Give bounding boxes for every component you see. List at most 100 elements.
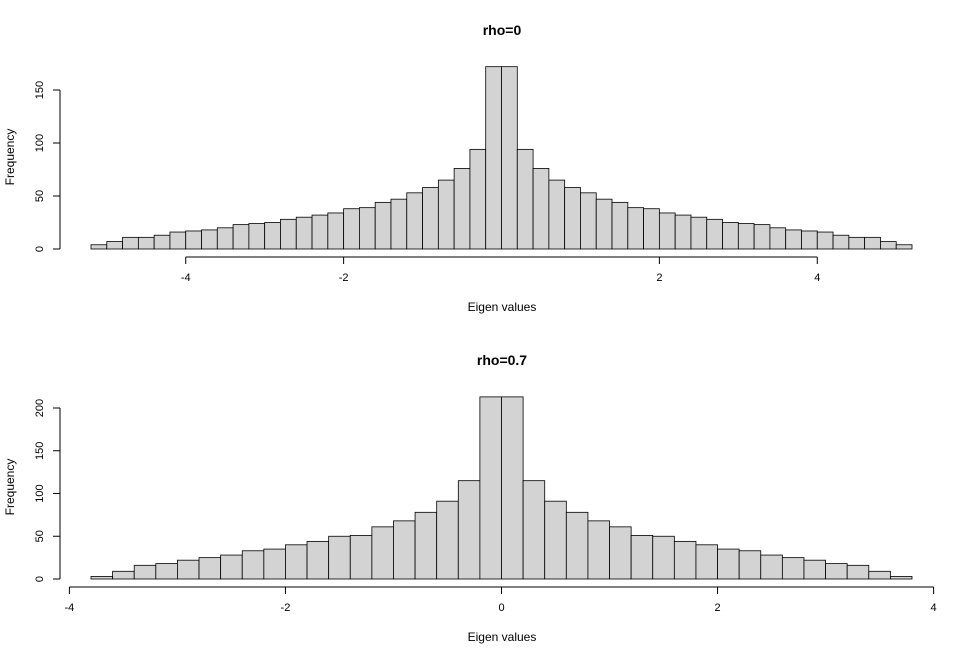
histogram-bar (112, 570, 135, 580)
histogram-bar (803, 559, 826, 580)
y-tick-label: 0 (34, 246, 46, 252)
histogram-bar (393, 520, 416, 580)
histogram-bar (311, 214, 329, 250)
histogram-bar (241, 550, 265, 580)
histogram-bar (895, 244, 913, 250)
histogram-bar (198, 557, 222, 580)
histogram-bar (185, 230, 202, 250)
x-tick-label: -2 (281, 602, 291, 614)
histogram-bar (630, 534, 654, 580)
y-tick-label: 150 (34, 81, 46, 99)
histogram-bar (753, 224, 771, 250)
histogram-bar (453, 168, 471, 250)
histogram-bar (295, 216, 313, 250)
histogram-bar (846, 564, 870, 580)
histogram-bar (90, 244, 108, 250)
histogram-bar (327, 212, 345, 250)
histogram-bar (343, 208, 360, 250)
histogram-bar (717, 548, 740, 580)
y-axis-label: Frequency (3, 129, 17, 186)
histogram-bar (133, 564, 157, 580)
histogram-bar (548, 179, 566, 250)
histogram-bar (611, 201, 629, 250)
x-axis: -4 -2 0 2 4 (65, 586, 937, 614)
histogram-bar (580, 192, 597, 250)
histogram-bar (122, 236, 139, 250)
histogram-bar (816, 231, 834, 250)
histogram-bar (264, 222, 281, 250)
histogram-bar (652, 535, 675, 580)
x-axis-label: Eigen values (468, 630, 537, 644)
histogram-bar (737, 223, 755, 250)
histogram-bar (658, 212, 676, 250)
histogram-bar (889, 576, 913, 580)
y-axis: 0 50 100 150 (34, 81, 61, 252)
histogram-bar (169, 231, 187, 250)
histogram-bar (695, 544, 718, 580)
histogram-bar (501, 396, 524, 580)
chart-title: rho=0.7 (477, 352, 527, 368)
x-tick-label: 2 (714, 602, 720, 614)
histogram-bar (358, 207, 376, 250)
histogram-bar (374, 201, 392, 250)
histogram-bar (769, 227, 787, 250)
histogram-bar (422, 187, 439, 250)
y-tick-label: 50 (34, 530, 46, 542)
x-axis-label: Eigen values (468, 300, 537, 314)
y-tick-label: 150 (34, 442, 46, 460)
histogram-bar (544, 500, 567, 580)
bars (90, 396, 913, 580)
histogram-bar (785, 229, 802, 250)
histogram-bar (848, 236, 866, 250)
y-tick-label: 100 (34, 484, 46, 502)
histogram-bar (485, 66, 502, 250)
histogram-bar (643, 208, 660, 250)
histogram-bar (864, 236, 881, 250)
histogram-bar (306, 540, 330, 580)
x-tick-label: 4 (814, 272, 820, 284)
histogram-bar (406, 192, 423, 250)
histogram-bar (564, 187, 581, 250)
histogram-bar (285, 544, 308, 580)
y-tick-label: 100 (34, 134, 46, 152)
x-tick-label: -2 (339, 272, 349, 284)
histogram-bar (832, 234, 850, 250)
histogram-bar (587, 520, 610, 580)
histogram-bar (781, 557, 805, 580)
histogram-bar (137, 236, 155, 250)
histogram-bar (690, 216, 708, 250)
histogram-bar (457, 480, 481, 580)
bars (90, 66, 913, 250)
histogram-bar (738, 550, 762, 580)
x-tick-label: -4 (181, 272, 191, 284)
histogram-bar (532, 168, 550, 250)
histogram-bar (155, 563, 178, 580)
x-tick-label: 4 (931, 602, 937, 614)
histogram-bar (609, 526, 632, 580)
histogram-bar (673, 540, 697, 580)
histogram-bar (220, 554, 243, 580)
histogram-bar (232, 224, 250, 250)
histogram-bar (390, 198, 408, 250)
histogram-bar (216, 227, 234, 250)
y-tick-label: 200 (34, 399, 46, 417)
histogram-bar (722, 222, 739, 250)
y-axis: 0 50 100 150 200 (34, 399, 61, 582)
histogram-bar (501, 66, 518, 250)
histogram-bar (436, 500, 459, 580)
histogram-bar (880, 241, 897, 250)
histogram-bar (371, 526, 394, 580)
histogram-bar (595, 198, 613, 250)
histogram-bar (825, 563, 848, 580)
histogram-bar (522, 480, 546, 580)
histogram-bar (565, 511, 589, 580)
x-axis: -4 -2 2 4 (181, 256, 820, 284)
histogram-bar (760, 554, 783, 580)
histogram-bar (106, 241, 123, 250)
histogram-bar (674, 214, 692, 250)
histogram-bar (328, 535, 351, 580)
histogram-panel-rho-0: rho=0 Eigen values Frequency -4 -2 2 4 0 50 1… (3, 22, 913, 314)
y-tick-label: 50 (34, 190, 46, 202)
y-tick-label: 0 (34, 576, 46, 582)
